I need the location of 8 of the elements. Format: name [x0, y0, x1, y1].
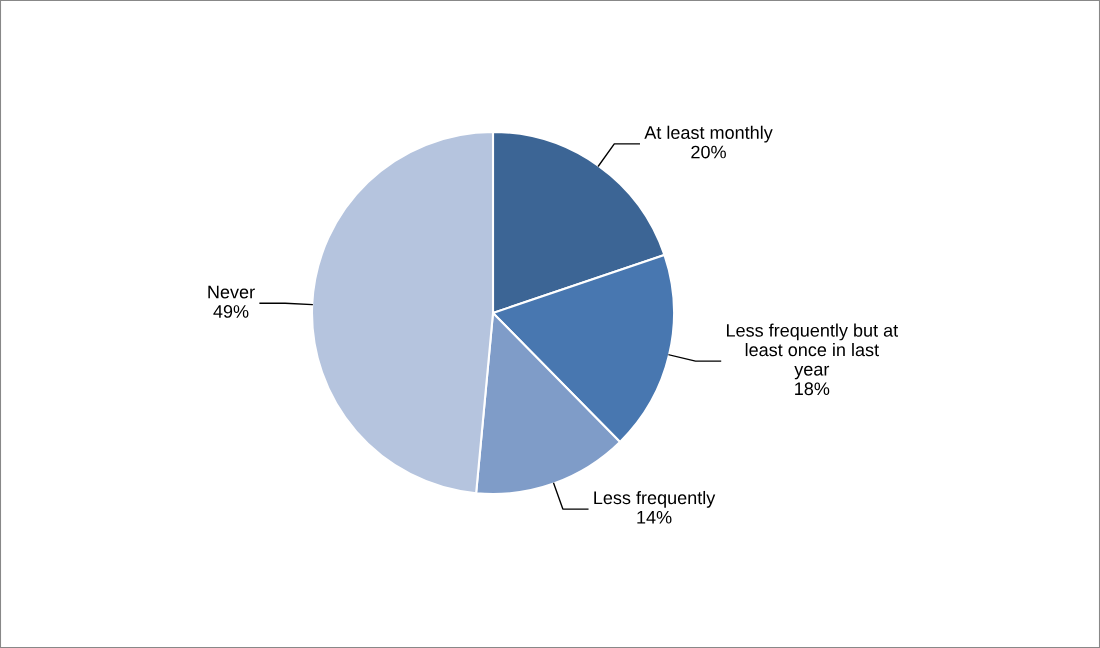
- slice-label: Less frequently: [594, 490, 716, 508]
- slice-label: At least monthly: [644, 125, 773, 143]
- data-label: 20%: [691, 145, 726, 159]
- slice-label: Never: [208, 285, 255, 299]
- data-label: 14%: [637, 510, 672, 524]
- slice-label: Less frequently but at least once in last year: [726, 323, 899, 380]
- data-label: 18%: [795, 382, 830, 396]
- data-label: 49%: [213, 305, 249, 318]
